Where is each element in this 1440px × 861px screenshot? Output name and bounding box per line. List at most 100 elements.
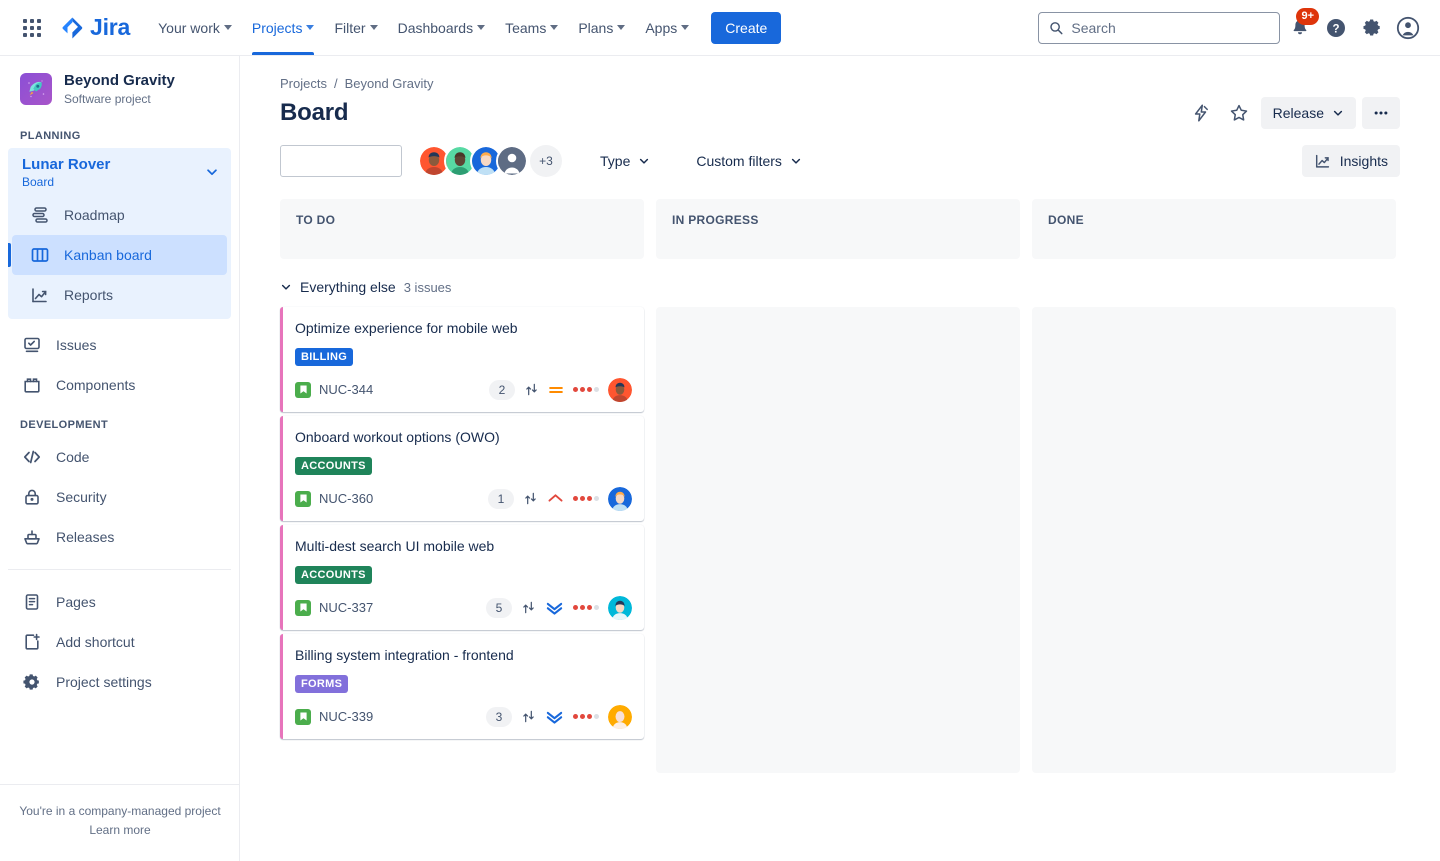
sidebar-item-kanban-board[interactable]: Kanban board: [8, 234, 227, 275]
lock-icon: [25, 489, 39, 505]
star-icon[interactable]: [1223, 97, 1255, 129]
breadcrumb: Projects / Beyond Gravity: [280, 76, 1400, 91]
sidebar-item-releases[interactable]: Releases: [8, 517, 231, 557]
sidebar-item-reports[interactable]: Reports: [12, 275, 227, 315]
sidebar-bottom-items: Pages Add shortcut Project settings: [0, 582, 239, 702]
issue-card-avatar[interactable]: [608, 704, 632, 729]
planning-group: Lunar Rover Board Roadmap Kanban board: [8, 147, 231, 319]
help-button[interactable]: ?: [1320, 12, 1352, 44]
chevron-down-icon: [640, 158, 649, 164]
apps-grid-icon[interactable]: [16, 12, 48, 44]
issue-card[interactable]: Onboard workout options (OWO) ACCOUNTS N…: [280, 415, 644, 521]
chevron-down-icon: [550, 25, 559, 30]
nav-label: Your work: [158, 19, 220, 36]
nav-item-dashboards[interactable]: Dashboards: [388, 0, 496, 55]
top-nav-right-actions: 9+ ?: [1038, 7, 1424, 44]
learn-more-link[interactable]: Learn more: [89, 823, 151, 837]
assignee-avatar-4[interactable]: [496, 145, 528, 177]
nav-item-teams[interactable]: Teams: [495, 0, 568, 55]
issue-card-key[interactable]: NUC-360: [319, 491, 374, 507]
account-avatar[interactable]: [1392, 12, 1424, 44]
issue-card-label: ACCOUNTS: [295, 565, 372, 584]
column-header-title: TO DO: [280, 199, 644, 259]
nav-item-your-work[interactable]: Your work: [148, 0, 242, 55]
sidebar-item-components[interactable]: Components: [8, 365, 231, 405]
account-avatar-icon: [1396, 16, 1420, 39]
global-search-input[interactable]: [1071, 19, 1269, 36]
chevron-down-icon: [223, 25, 232, 30]
sidebar-item-label: Issues: [56, 336, 97, 353]
sidebar-item-label: Kanban board: [64, 246, 152, 263]
swimlane-header[interactable]: Everything else 3 issues: [280, 279, 1400, 295]
type-filter-button[interactable]: Type: [590, 145, 660, 177]
lane-column-inprogress[interactable]: [656, 307, 1020, 773]
sidebar-item-label: Reports: [64, 286, 114, 303]
issue-card[interactable]: Multi-dest search UI mobile web ACCOUNTS…: [280, 524, 644, 630]
more-actions-button[interactable]: [1362, 97, 1400, 129]
issue-card[interactable]: Optimize experience for mobile web BILLI…: [280, 307, 644, 412]
issue-card-key[interactable]: NUC-339: [319, 709, 374, 725]
help-icon: ?: [1327, 18, 1345, 37]
sidebar-item-issues[interactable]: Issues: [8, 325, 231, 365]
issue-card-title: Multi-dest search UI mobile web: [295, 537, 495, 554]
issue-card-estimate: 5: [486, 597, 512, 618]
create-button[interactable]: Create: [711, 11, 782, 44]
lane-column-todo[interactable]: Optimize experience for mobile web BILLI…: [280, 307, 644, 773]
issue-card-progress-dots: [573, 605, 599, 611]
sidebar-outer-items: Issues Components: [0, 319, 239, 405]
sidebar-item-label: Components: [56, 376, 136, 393]
swimlane-issue-count: 3 issues: [403, 279, 452, 295]
settings-button[interactable]: [1356, 12, 1388, 44]
nav-label: Teams: [505, 19, 547, 36]
sidebar-item-code[interactable]: Code: [8, 437, 231, 477]
issue-card-key[interactable]: NUC-344: [319, 382, 374, 398]
nav-item-filter[interactable]: Filter: [324, 0, 387, 55]
sidebar-item-project-settings[interactable]: Project settings: [8, 662, 231, 702]
story-icon: [295, 599, 311, 616]
jira-logo-text: Jira: [90, 14, 131, 40]
board-search-box[interactable]: [280, 145, 470, 177]
custom-filters-button[interactable]: Custom filters: [686, 145, 812, 177]
issue-card-avatar[interactable]: [608, 377, 632, 402]
issue-card-avatar[interactable]: [608, 486, 632, 511]
column-header-title: DONE: [1032, 199, 1396, 259]
insights-chart-icon: [1315, 154, 1329, 168]
issue-card-avatar[interactable]: [608, 595, 632, 620]
issue-card-key[interactable]: NUC-337: [319, 600, 374, 616]
sidebar-item-add-shortcut[interactable]: Add shortcut: [8, 622, 231, 662]
swimlane-name: Everything else: [300, 279, 396, 295]
sidebar-item-security[interactable]: Security: [8, 477, 231, 517]
breadcrumb-project[interactable]: Beyond Gravity: [344, 76, 434, 91]
lane-column-done[interactable]: [1032, 307, 1396, 773]
board-switcher[interactable]: Lunar Rover Board: [8, 148, 231, 195]
sidebar-item-label: Releases: [56, 528, 115, 545]
insights-button[interactable]: Insights: [1301, 145, 1400, 177]
issue-card[interactable]: Billing system integration - frontend FO…: [280, 633, 644, 739]
sidebar-item-pages[interactable]: Pages: [8, 582, 231, 622]
section-label-planning: PLANNING: [20, 129, 81, 142]
assignee-overflow-count[interactable]: +3: [530, 145, 562, 177]
code-icon: [23, 450, 41, 464]
nav-item-apps[interactable]: Apps: [635, 0, 699, 55]
priority-lowest-icon: [546, 603, 563, 615]
breadcrumb-projects[interactable]: Projects: [280, 76, 327, 91]
assignee-avatar-group: +3: [418, 145, 562, 177]
global-search-box[interactable]: [1038, 11, 1280, 44]
issue-card-footer: NUC-344 2: [295, 377, 632, 402]
issue-card-label: ACCOUNTS: [295, 456, 372, 475]
jira-logo[interactable]: Jira: [60, 14, 130, 41]
svg-text:?: ?: [1332, 23, 1339, 35]
lightning-bolt-icon[interactable]: [1185, 97, 1217, 129]
rocket-icon: [20, 72, 52, 105]
nav-label: Plans: [578, 19, 614, 36]
notifications-button[interactable]: 9+: [1284, 7, 1319, 44]
releases-ship-icon: [24, 529, 40, 545]
chevron-down-icon: [306, 25, 315, 30]
issue-card-title: Onboard workout options (OWO): [295, 428, 500, 445]
company-managed-note: You're in a company-managed project: [19, 803, 221, 818]
release-button[interactable]: Release: [1260, 97, 1356, 129]
project-header[interactable]: Beyond Gravity Software project: [0, 56, 239, 116]
nav-item-projects[interactable]: Projects: [242, 0, 325, 55]
sidebar-item-roadmap[interactable]: Roadmap: [12, 195, 227, 235]
nav-item-plans[interactable]: Plans: [568, 0, 635, 55]
